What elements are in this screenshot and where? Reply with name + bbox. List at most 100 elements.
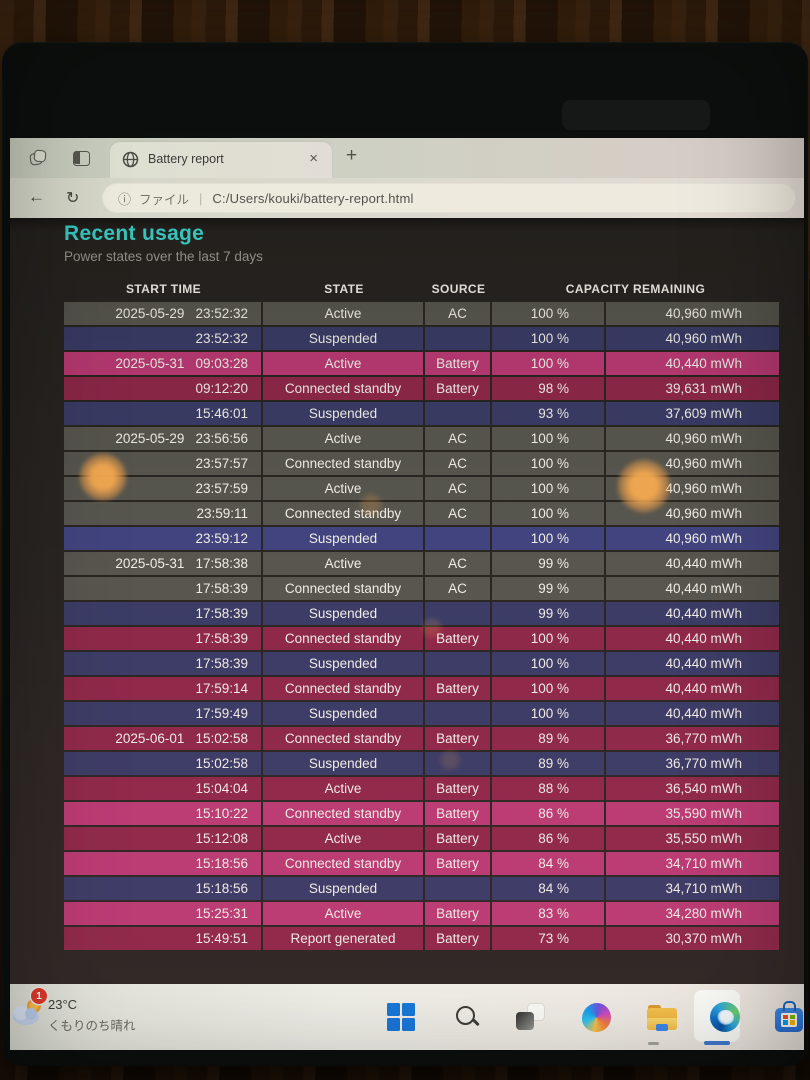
table-row: 15:46:01 Suspended 93 % 37,609 mWh [64, 402, 779, 425]
cell-pct: 100 % [492, 627, 606, 650]
cell-mwh: 39,631 mWh [665, 381, 742, 396]
cell-source: AC [425, 552, 492, 575]
header-start-time: START TIME [125, 282, 202, 296]
table-row: 15:04:04 Active Battery 88 % 36,540 mWh [64, 777, 779, 800]
cell-pct: 84 % [492, 877, 606, 900]
table-row: 2025-05-31 09:03:28 Active Battery 100 % 40,4… [64, 352, 779, 375]
weather-widget[interactable]: 1 23°C くもりのち晴れ [10, 984, 210, 1050]
cell-start: 23:52:32 [64, 327, 263, 350]
cell-mwh: 30,370 mWh [665, 931, 742, 946]
cell-source: Battery [425, 377, 492, 400]
cell-source [425, 702, 492, 725]
table-row: 23:59:11 Connected standby AC 100 % 40,960 m… [64, 502, 779, 525]
cell-pct: 98 % [492, 377, 606, 400]
cell-mwh: 34,280 mWh [665, 906, 742, 921]
cell-source [425, 527, 492, 550]
cell-start: 17:58:39 [64, 602, 263, 625]
cell-source [425, 602, 492, 625]
table-row: 15:25:31 Active Battery 83 % 34,280 mWh [64, 902, 779, 925]
cell-state: Suspended [263, 652, 425, 675]
cell-source: Battery [425, 777, 492, 800]
new-tab-button[interactable]: + [346, 145, 358, 166]
table-row: 15:49:51 Report generated Battery 73 % 30,37… [64, 927, 779, 950]
table-row: 2025-05-29 23:52:32 Active AC 100 % 40,960 mW… [64, 302, 779, 325]
refresh-button[interactable]: ↻ [66, 190, 80, 207]
vertical-tabs-icon[interactable] [73, 151, 90, 166]
table-row: 23:57:57 Connected standby AC 100 % 40,960 m… [64, 452, 779, 475]
cell-state: Active [263, 777, 425, 800]
cell-source: AC [425, 427, 492, 450]
cell-state: Suspended [263, 602, 425, 625]
cell-start: 15:12:08 [64, 827, 263, 850]
microsoft-store-icon[interactable] [774, 1000, 804, 1032]
address-bar[interactable]: ⓘ ファイル | C:/Users/kouki/battery-report.h… [102, 183, 796, 213]
cell-mwh: 40,960 mWh [665, 331, 742, 346]
cell-start: 17:59:49 [64, 702, 263, 725]
cell-source: Battery [425, 827, 492, 850]
cell-state: Connected standby [263, 452, 425, 475]
cell-pct: 100 % [492, 327, 606, 350]
workspaces-icon[interactable] [29, 149, 48, 167]
cell-source: Battery [425, 802, 492, 825]
cell-mwh: 40,960 mWh [665, 481, 742, 496]
cell-source: Battery [425, 852, 492, 875]
url-text: C:/Users/kouki/battery-report.html [212, 190, 414, 206]
cell-start: 09:12:20 [64, 377, 263, 400]
url-divider: | [199, 190, 203, 206]
cell-start: 15:46:01 [64, 402, 263, 425]
cell-mwh: 37,609 mWh [665, 406, 742, 421]
cell-start: 15:49:51 [64, 927, 263, 950]
cell-state: Suspended [263, 702, 425, 725]
cell-state: Suspended [263, 877, 425, 900]
table-row: 09:12:20 Connected standby Battery 98 % 39,6… [64, 377, 779, 400]
cell-start: 15:25:31 [64, 902, 263, 925]
cell-pct: 89 % [492, 727, 606, 750]
cell-pct: 100 % [492, 502, 606, 525]
cell-start: 23:57:57 [64, 452, 263, 475]
cell-source [425, 652, 492, 675]
cell-mwh: 40,440 mWh [665, 631, 742, 646]
cell-state: Connected standby [263, 802, 425, 825]
cell-mwh: 40,440 mWh [665, 606, 742, 621]
cell-state: Suspended [263, 327, 425, 350]
header-state: STATE [324, 282, 364, 296]
cell-state: Suspended [263, 527, 425, 550]
tab-title: Battery report [148, 152, 224, 166]
cell-pct: 93 % [492, 402, 606, 425]
cell-state: Active [263, 302, 425, 325]
cell-state: Suspended [263, 752, 425, 775]
task-view-icon[interactable] [515, 1002, 545, 1032]
tablet-device: Battery report × + ← ↻ ⓘ ファイル | C:/Users… [2, 42, 808, 1066]
cell-mwh: 40,960 mWh [665, 456, 742, 471]
cell-mwh: 34,710 mWh [665, 856, 742, 871]
cell-start: 2025-06-01 15:02:58 [64, 727, 263, 750]
cell-state: Active [263, 352, 425, 375]
table-row: 15:12:08 Active Battery 86 % 35,550 mWh [64, 827, 779, 850]
copilot-icon[interactable] [581, 1002, 611, 1032]
file-explorer-icon[interactable] [647, 1002, 677, 1032]
edge-running-indicator [704, 1041, 730, 1045]
cell-source: AC [425, 577, 492, 600]
cell-start: 15:18:56 [64, 877, 263, 900]
tab-close-icon[interactable]: × [309, 150, 318, 167]
table-row: 2025-05-29 23:56:56 Active AC 100 % 40,960 mW… [64, 427, 779, 450]
cell-pct: 100 % [492, 452, 606, 475]
back-button[interactable]: ← [28, 187, 45, 206]
globe-favicon-icon [122, 151, 139, 168]
cell-state: Active [263, 427, 425, 450]
windows-start-icon[interactable] [386, 1002, 416, 1032]
search-icon[interactable] [452, 1002, 482, 1032]
cell-start: 15:02:58 [64, 752, 263, 775]
cell-mwh: 35,590 mWh [665, 806, 742, 821]
cell-source: Battery [425, 927, 492, 950]
cell-start: 17:58:39 [64, 577, 263, 600]
cell-pct: 86 % [492, 827, 606, 850]
page-info-icon[interactable]: ⓘ [118, 191, 132, 207]
notification-badge: 1 [31, 988, 47, 1004]
screen: Battery report × + ← ↻ ⓘ ファイル | C:/Users… [10, 138, 804, 1050]
browser-tab[interactable]: Battery report × [110, 142, 332, 178]
cell-mwh: 36,540 mWh [665, 781, 742, 796]
cell-start: 2025-05-31 17:58:38 [64, 552, 263, 575]
edge-icon[interactable] [710, 1002, 740, 1032]
